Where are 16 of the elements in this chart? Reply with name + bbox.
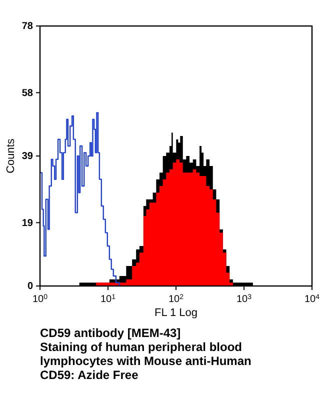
text: lymphocytes with Mouse anti-Human bbox=[40, 354, 252, 368]
x-tick-label: 10$^{4}$ bbox=[304, 294, 320, 305]
x-axis-title: FL 1 Log bbox=[154, 307, 198, 319]
y-tick-label: 39 bbox=[22, 151, 34, 162]
text: CD59 antibody [MEM-43] bbox=[40, 326, 181, 340]
y-tick-label: 58 bbox=[22, 88, 34, 99]
x-tick-label: 10$^{3}$ bbox=[236, 294, 252, 305]
y-tick-label: 78 bbox=[22, 21, 34, 32]
x-tick-label: 10$^{2}$ bbox=[168, 294, 184, 305]
text: CD59: Azide Free bbox=[40, 368, 139, 382]
y-axis-title: Counts bbox=[5, 138, 17, 174]
y-tick-label: 0 bbox=[27, 281, 34, 292]
y-tick-label: 19 bbox=[22, 218, 34, 229]
x-tick-label: 10$^{0}$ bbox=[32, 294, 48, 305]
x-tick-label: 10$^{1}$ bbox=[100, 294, 116, 305]
text: Staining of human peripheral blood bbox=[40, 340, 242, 354]
